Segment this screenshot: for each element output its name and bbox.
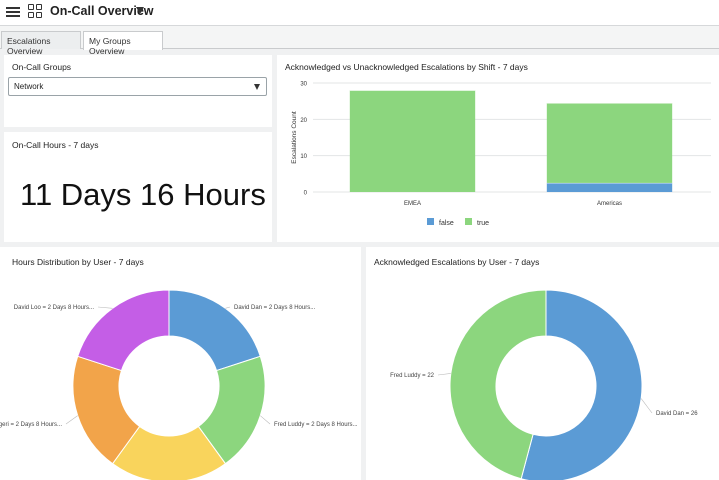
dashboard-grid-icon[interactable] — [28, 4, 43, 19]
y-tick-label: 10 — [300, 154, 307, 160]
slice-leader-line — [640, 398, 653, 414]
tab-escalations-overview[interactable]: Escalations Overview — [1, 31, 81, 56]
x-tick-label: Americas — [597, 201, 622, 207]
slice-label: David Dan = 2 Days 8 Hours... — [234, 305, 316, 311]
y-tick-label: 20 — [300, 118, 307, 124]
y-tick-label: 30 — [300, 82, 307, 88]
chevron-down-icon — [254, 84, 260, 90]
chevron-down-icon[interactable] — [136, 7, 144, 14]
on-call-hours-card — [4, 132, 272, 242]
page-title: On-Call Overview — [50, 4, 154, 18]
bar-true-emea[interactable] — [349, 90, 476, 192]
y-tick-label: 0 — [304, 191, 308, 197]
slice-leader-line — [97, 306, 113, 309]
hours-distribution-chart: David Dan = 2 Days 8 Hours... Fred Luddy … — [0, 289, 358, 480]
slice-label: David Loo = 2 Days 8 Hours... — [14, 305, 95, 311]
y-axis-label: Escalations Count — [291, 111, 298, 164]
donut-slice[interactable] — [520, 289, 643, 480]
on-call-hours-title: On-Call Hours - 7 days — [12, 140, 99, 150]
hours-distribution-title: Hours Distribution by User - 7 days — [12, 257, 144, 267]
on-call-hours-value: 11 Days 16 Hours — [20, 177, 266, 212]
slice-label: David Dan = 26 — [656, 411, 698, 417]
tab-my-groups-overview[interactable]: My Groups Overview — [83, 31, 163, 56]
tab-bar: Escalations Overview My Groups Overview — [0, 26, 719, 56]
slice-leader-line — [65, 415, 78, 425]
donut-slice[interactable] — [449, 289, 547, 480]
x-tick-label: EMEA — [404, 201, 421, 207]
on-call-groups-title: On-Call Groups — [12, 62, 72, 72]
legend-swatch-true[interactable] — [465, 218, 472, 225]
bar-false-americas[interactable] — [546, 182, 673, 192]
bar-true-americas[interactable] — [546, 102, 673, 183]
slice-leader-line — [437, 373, 451, 376]
slice-label: uggeri = 2 Days 8 Hours... — [0, 422, 62, 428]
slice-leader-line — [260, 415, 271, 425]
legend-label-false[interactable]: false — [439, 220, 454, 227]
donut-slice[interactable] — [77, 289, 170, 372]
escalations-by-shift-chart: 0 10 20 30 Escalations Count EMEA Americas fals… — [291, 82, 711, 227]
top-bar: On-Call Overview — [0, 0, 719, 26]
acknowledged-by-user-chart: David Dan = 26 Fred Luddy = 22 — [390, 289, 698, 480]
slice-label: Fred Luddy = 2 Days 8 Hours... — [274, 422, 358, 428]
donut-slice[interactable] — [168, 289, 261, 372]
menu-icon[interactable] — [6, 5, 20, 19]
legend-label-true[interactable]: true — [477, 220, 489, 227]
group-select-value: Network — [14, 82, 44, 91]
acknowledged-by-user-title: Acknowledged Escalations by User - 7 day… — [374, 257, 540, 267]
group-select[interactable]: Network — [8, 77, 267, 96]
slice-leader-line — [225, 306, 231, 309]
escalations-by-shift-title: Acknowledged vs Unacknowledged Escalatio… — [285, 62, 528, 72]
legend-swatch-false[interactable] — [427, 218, 434, 225]
slice-label: Fred Luddy = 22 — [390, 373, 435, 379]
